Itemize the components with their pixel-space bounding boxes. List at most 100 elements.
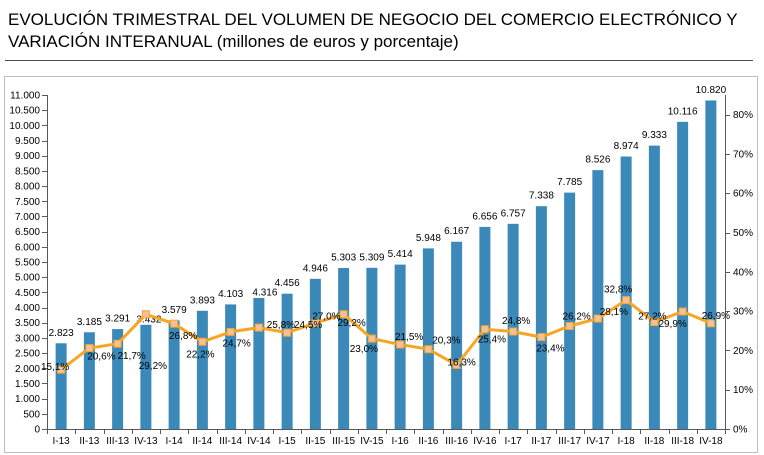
- chart-title: EVOLUCIÓN TRIMESTRAL DEL VOLUMEN DE NEGO…: [8, 10, 738, 51]
- line-marker-i-14: [170, 319, 179, 328]
- bar-value-label-iv-14: 4.316: [252, 287, 277, 298]
- line-marker-iii-16: [452, 360, 461, 369]
- x-tick-label: III-18: [671, 436, 694, 447]
- bar-value-label-iv-17: 8.526: [585, 155, 610, 166]
- line-marker-i-15: [283, 328, 292, 337]
- x-tick-label: II-13: [79, 436, 99, 447]
- percent-label-iii-18: 29,9%: [658, 319, 686, 330]
- percent-label-ii-16: 20,3%: [432, 336, 460, 347]
- bar-value-label-ii-15: 4.946: [303, 263, 328, 274]
- x-tick-label: IV-15: [360, 436, 384, 447]
- percent-label-i-17: 24,8%: [502, 316, 530, 327]
- y-left-tick-label: 4.500: [15, 288, 40, 299]
- line-marker-ii-18: [650, 318, 659, 327]
- line-marker-ii-16: [424, 345, 433, 354]
- percent-label-iv-13: 29,2%: [139, 361, 167, 372]
- line-marker-ii-13: [85, 344, 94, 353]
- bar-value-label-iii-16: 6.167: [444, 226, 469, 237]
- bar-value-label-iii-13: 3.291: [105, 314, 130, 325]
- x-tick-label: I-15: [279, 436, 297, 447]
- y-left-tick-label: 8.000: [15, 182, 40, 193]
- percent-label-i-18: 32,8%: [604, 285, 632, 296]
- percent-label-i-14: 26,8%: [169, 331, 197, 342]
- x-tick-label: I-18: [618, 436, 636, 447]
- percent-label-iv-17: 28,1%: [600, 307, 628, 318]
- x-tick-label: IV-13: [134, 436, 158, 447]
- x-tick-label: III-14: [219, 436, 242, 447]
- percent-label-ii-13: 20,6%: [87, 352, 115, 363]
- x-tick-label: I-13: [53, 436, 71, 447]
- bar-iv-15: [366, 267, 378, 429]
- percent-label-iv-15: 23,0%: [350, 344, 378, 355]
- y-left-tick-label: 10.000: [9, 121, 40, 132]
- x-tick-label: I-16: [392, 436, 410, 447]
- bar-iv-17: [592, 170, 604, 429]
- percent-label-ii-15: 27,0%: [312, 311, 340, 322]
- bar-value-label-iv-13: 3.432: [136, 314, 161, 325]
- line-marker-iv-16: [480, 325, 489, 334]
- percent-label-iii-17: 26,2%: [562, 312, 590, 323]
- bar-iii-14: [225, 304, 237, 429]
- bar-value-label-i-13: 2.823: [49, 328, 74, 339]
- bar-iii-17: [564, 192, 576, 429]
- y-left-tick-label: 11.000: [10, 91, 40, 102]
- bar-value-label-iv-16: 6.656: [472, 211, 497, 222]
- y-left-tick-label: 5.500: [15, 258, 40, 269]
- line-marker-iv-17: [593, 314, 602, 323]
- line-marker-i-16: [396, 340, 405, 349]
- bar-value-label-ii-18: 9.333: [642, 130, 667, 141]
- y-right-tick-label: 60%: [733, 189, 753, 200]
- bar-iii-16: [451, 241, 463, 429]
- percent-label-iv-18: 26,9%: [702, 311, 730, 322]
- bar-i-15: [281, 293, 293, 429]
- percent-label-i-13: 15,1%: [41, 362, 69, 373]
- percent-label-ii-14: 22,2%: [186, 349, 214, 360]
- line-marker-iv-14: [254, 323, 263, 332]
- line-marker-iii-15: [339, 310, 348, 319]
- bar-i-18: [620, 156, 632, 429]
- x-tick-label: IV-17: [586, 436, 610, 447]
- bar-ii-15: [309, 278, 321, 429]
- x-tick-label: IV-14: [247, 436, 271, 447]
- bar-iv-14: [253, 297, 265, 429]
- bar-ii-17: [535, 206, 547, 429]
- percent-label-iii-14: 24,7%: [222, 338, 250, 349]
- y-right-tick-label: 20%: [733, 346, 753, 357]
- bar-value-label-ii-14: 3.893: [190, 295, 215, 306]
- percent-label-iv-14: 25,8%: [267, 320, 295, 331]
- line-marker-i-13: [57, 365, 66, 374]
- bar-value-label-i-16: 5.414: [388, 249, 413, 260]
- bars: [55, 100, 717, 429]
- line-marker-iv-15: [367, 334, 376, 343]
- x-tick-label: II-14: [192, 436, 212, 447]
- bar-i-13: [55, 343, 67, 429]
- bar-value-label-i-18: 8.974: [614, 141, 639, 152]
- line-marker-iii-17: [565, 322, 574, 331]
- x-tick-label: IV-18: [699, 436, 723, 447]
- line-marker-ii-15: [311, 318, 320, 327]
- line-marker-ii-17: [537, 333, 546, 342]
- y-right-tick-label: 10%: [733, 385, 753, 396]
- bar-value-label-iii-18: 10.116: [668, 106, 698, 117]
- title-divider: [5, 60, 753, 61]
- bar-value-label-i-17: 6.757: [501, 208, 526, 219]
- bar-iii-15: [338, 267, 350, 429]
- y-left-tick-label: 4.000: [15, 303, 40, 314]
- x-tick-label: II-18: [644, 436, 664, 447]
- percent-label-i-16: 21,5%: [395, 332, 423, 343]
- y-left-tick-label: 3.500: [15, 318, 40, 329]
- bar-ii-16: [422, 248, 434, 429]
- percent-label-i-15: 24,5%: [294, 320, 322, 331]
- bar-value-label-i-14: 3.579: [162, 305, 187, 316]
- bar-i-14: [168, 320, 180, 429]
- line-marker-i-18: [622, 296, 631, 305]
- bar-value-label-iv-18: 10.820: [696, 85, 727, 96]
- line-marker-iii-13: [113, 339, 122, 348]
- bar-iii-18: [677, 121, 689, 429]
- percent-label-iii-15: 29,2%: [337, 318, 365, 329]
- y-left-tick-label: 10.500: [9, 106, 40, 117]
- x-tick-label: I-17: [505, 436, 523, 447]
- x-tick-label: III-15: [332, 436, 355, 447]
